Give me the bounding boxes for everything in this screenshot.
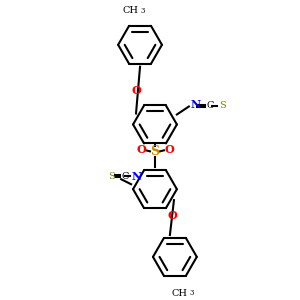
Text: O: O [164, 144, 174, 155]
Text: O: O [131, 85, 141, 96]
Text: S: S [108, 172, 115, 181]
Text: N: N [191, 99, 201, 110]
Text: O: O [136, 144, 146, 155]
Text: CH: CH [122, 6, 138, 15]
Text: S: S [219, 101, 226, 110]
Text: N: N [131, 171, 141, 182]
Text: 3: 3 [140, 7, 144, 15]
Text: O: O [167, 210, 177, 221]
Text: 3: 3 [190, 289, 194, 297]
Text: C: C [121, 172, 128, 181]
Text: S: S [150, 145, 160, 158]
Text: C: C [207, 101, 214, 110]
Text: CH: CH [172, 289, 188, 298]
